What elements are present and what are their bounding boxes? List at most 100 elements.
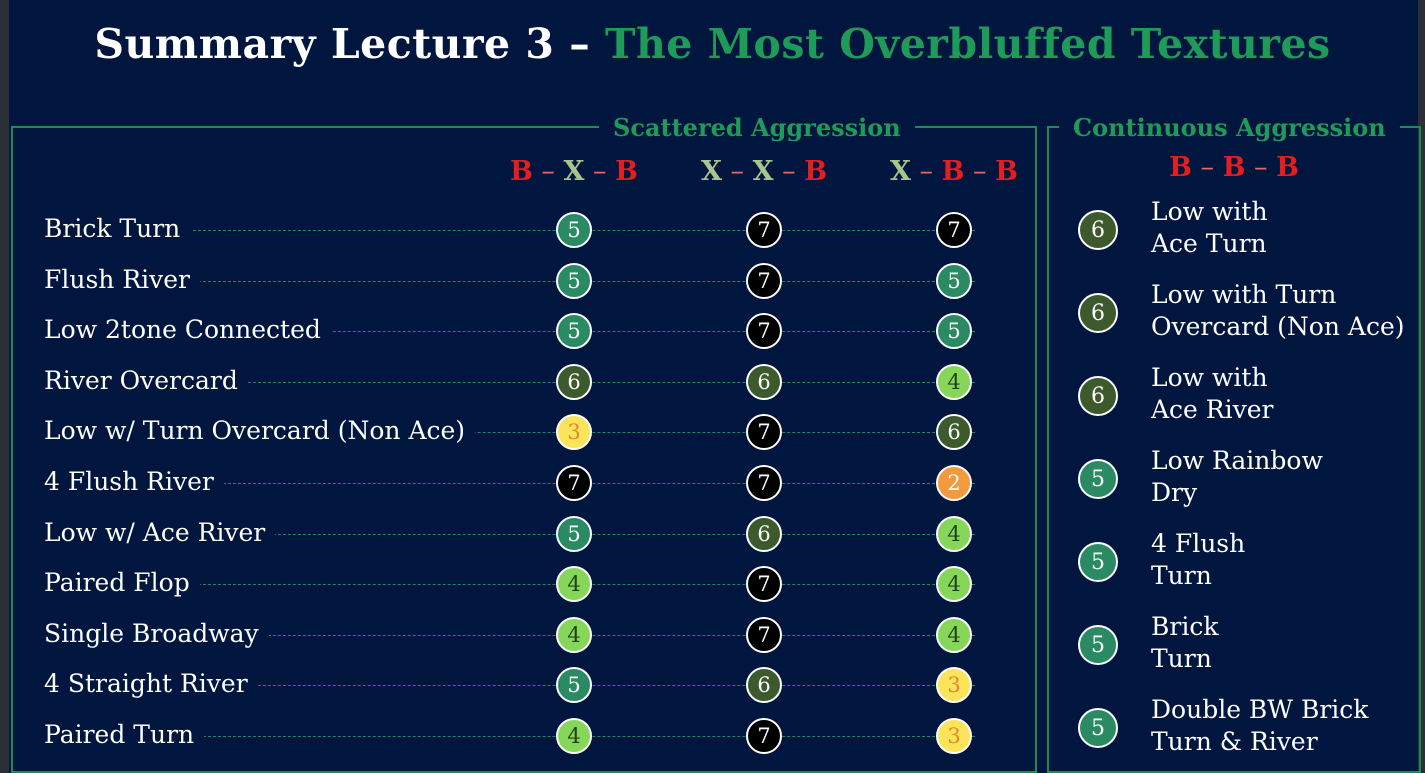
score-circle: 7 xyxy=(746,566,782,603)
column-header-1: B – X – B xyxy=(510,156,638,187)
column-header-part: B xyxy=(1169,152,1192,183)
continuous-item: 5 Double BW Brick Turn & River xyxy=(1078,694,1408,760)
score-circle: 5 xyxy=(936,262,972,299)
column-header-part: – xyxy=(532,156,564,187)
score-circle: 4 xyxy=(936,616,972,653)
score-circle: 7 xyxy=(746,262,782,299)
column-header-part: – xyxy=(584,156,616,187)
score-circle: 5 xyxy=(1078,542,1118,582)
continuous-item: 6 Low with Ace Turn xyxy=(1078,196,1408,262)
continuous-item: 6 Low with Ace River xyxy=(1078,362,1408,428)
continuous-item: 5 Low Rainbow Dry xyxy=(1078,445,1408,511)
column-header-part: – xyxy=(1191,152,1223,183)
continuous-item: 5 4 Flush Turn xyxy=(1078,528,1408,594)
continuous-item-line: Turn xyxy=(1151,561,1212,590)
score-circle: 3 xyxy=(936,667,972,704)
texture-label: Paired Flop xyxy=(44,568,200,598)
column-header-part: B xyxy=(995,156,1018,187)
continuous-item-line: Turn xyxy=(1151,644,1212,673)
scattered-aggression-label: Scattered Aggression xyxy=(599,113,915,142)
continuous-item-label: Low with Turn Overcard (Non Ace) xyxy=(1151,279,1405,343)
continuous-aggression-label: Continuous Aggression xyxy=(1059,113,1400,142)
column-header-part: B xyxy=(1222,152,1246,183)
texture-row: Paired Flop 4 7 4 xyxy=(13,562,1035,608)
score-circle: 4 xyxy=(936,363,972,400)
score-circle: 4 xyxy=(936,515,972,552)
continuous-item-label: 4 Flush Turn xyxy=(1151,528,1245,592)
texture-label: Low w/ Ace River xyxy=(44,517,276,547)
page-title: Summary Lecture 3 – The Most Overbluffed… xyxy=(0,20,1425,68)
texture-row: Low w/ Turn Overcard (Non Ace) 3 7 6 xyxy=(13,410,1035,456)
score-circle: 6 xyxy=(746,515,782,552)
column-header-part: B xyxy=(804,156,828,187)
column-header-part: X xyxy=(890,156,911,187)
score-circle: 7 xyxy=(746,313,782,350)
texture-label: Low 2tone Connected xyxy=(44,315,331,345)
continuous-item-line: Brick xyxy=(1151,612,1219,641)
continuous-item-label: Low with Ace Turn xyxy=(1151,196,1268,260)
texture-row: Low w/ Ace River 5 6 4 xyxy=(13,512,1035,558)
texture-label: 4 Straight River xyxy=(44,669,258,699)
continuous-item-line: Low with xyxy=(1151,363,1268,392)
continuous-item-line: Overcard (Non Ace) xyxy=(1151,312,1405,341)
score-circle: 6 xyxy=(936,414,972,451)
continuous-item-line: Low with xyxy=(1151,197,1268,226)
column-header-part: B xyxy=(510,156,533,187)
continuous-item-line: Ace River xyxy=(1151,395,1274,424)
texture-label: Flush River xyxy=(44,264,201,294)
score-circle: 7 xyxy=(556,465,592,501)
texture-row: 4 Flush River 7 7 2 xyxy=(13,461,1035,507)
column-header-part: – xyxy=(721,156,753,187)
continuous-item-label: Low Rainbow Dry xyxy=(1151,445,1323,509)
score-circle: 7 xyxy=(746,465,782,501)
score-circle: 6 xyxy=(556,363,592,400)
continuous-item-label: Brick Turn xyxy=(1151,611,1218,675)
score-circle: 5 xyxy=(556,515,592,552)
score-circle: 4 xyxy=(556,616,592,653)
title-main: Summary Lecture 3 – xyxy=(94,20,605,68)
texture-label: 4 Flush River xyxy=(44,467,224,496)
texture-row: River Overcard 6 6 4 xyxy=(13,360,1035,406)
column-header-part: X xyxy=(700,156,722,187)
score-circle: 5 xyxy=(556,313,592,350)
score-circle: 7 xyxy=(746,718,782,754)
column-header-part: – xyxy=(773,156,805,187)
column-header-part: B xyxy=(1276,152,1299,183)
continuous-item-label: Double BW Brick Turn & River xyxy=(1151,694,1368,758)
column-header-part: X xyxy=(752,156,774,187)
score-circle: 5 xyxy=(556,212,592,248)
continuous-item-line: Dry xyxy=(1151,478,1198,507)
score-circle: 5 xyxy=(1078,708,1118,748)
right-window-edge xyxy=(1418,0,1425,773)
left-window-edge xyxy=(0,0,9,773)
column-header-part: X xyxy=(563,156,585,187)
continuous-item: 5 Brick Turn xyxy=(1078,611,1408,677)
score-circle: 6 xyxy=(746,363,782,400)
continuous-item-label: Low with Ace River xyxy=(1151,362,1274,426)
score-circle: 6 xyxy=(1078,210,1118,250)
texture-row: Low 2tone Connected 5 7 5 xyxy=(13,309,1035,355)
texture-row: 4 Straight River 5 6 3 xyxy=(13,663,1035,709)
continuous-aggression-panel: Continuous Aggression B – B – B xyxy=(1047,113,1421,773)
score-circle: 2 xyxy=(936,465,972,501)
continuous-item-line: Low with Turn xyxy=(1151,280,1337,309)
score-circle: 7 xyxy=(746,212,782,248)
texture-label: Brick Turn xyxy=(44,214,191,243)
score-circle: 7 xyxy=(746,616,782,653)
texture-label: Paired Turn xyxy=(44,720,205,749)
continuous-item-line: Low Rainbow xyxy=(1151,446,1323,475)
score-circle: 4 xyxy=(936,566,972,603)
texture-row: Flush River 5 7 5 xyxy=(13,259,1035,305)
score-circle: 6 xyxy=(746,667,782,704)
texture-row: Brick Turn 5 7 7 xyxy=(13,208,1035,254)
score-circle: 5 xyxy=(1078,459,1118,499)
column-header-part: B xyxy=(615,156,638,187)
continuous-item-line: 4 Flush xyxy=(1151,529,1246,558)
texture-row: Paired Turn 4 7 3 xyxy=(13,714,1035,760)
score-circle: 3 xyxy=(556,414,592,451)
score-circle: 5 xyxy=(556,667,592,704)
column-header-part: – xyxy=(910,156,942,187)
continuous-item-line: Turn & River xyxy=(1151,727,1318,756)
texture-label: Low w/ Turn Overcard (Non Ace) xyxy=(44,416,476,446)
title-accent: The Most Overbluffed Textures xyxy=(604,20,1331,68)
